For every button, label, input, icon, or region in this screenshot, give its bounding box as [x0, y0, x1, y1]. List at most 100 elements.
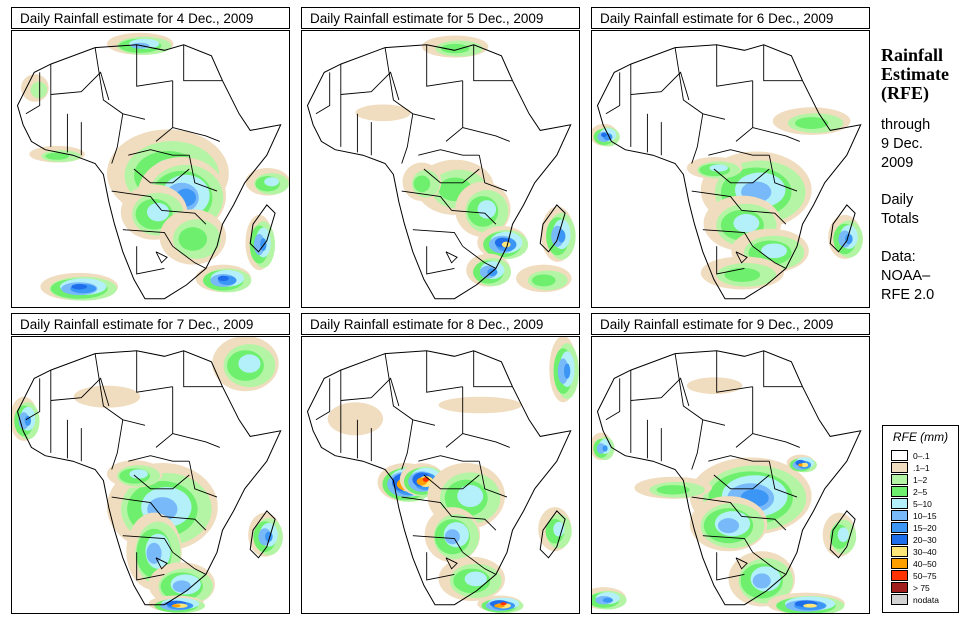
rainfall-contour: [601, 132, 607, 138]
legend-swatch: [891, 474, 908, 486]
country-border: [451, 209, 497, 225]
rainfall-contour: [798, 463, 803, 467]
legend-swatch: [891, 558, 908, 570]
rainfall-contour: [761, 243, 787, 259]
country-border: [445, 251, 458, 264]
legend-item: 40–50: [891, 558, 937, 570]
map-canvas: [592, 44, 863, 300]
legend-item: 15–20: [891, 522, 937, 534]
rainfall-area: [106, 460, 163, 488]
period-line: Daily: [881, 192, 914, 208]
country-border: [418, 455, 480, 462]
legend-swatch: [891, 594, 908, 606]
country-border: [128, 455, 190, 462]
country-border: [384, 47, 436, 120]
period-line: Totals: [881, 211, 919, 227]
rainfall-contour: [794, 117, 829, 129]
rainfall-area: [12, 396, 40, 441]
africa-rainfall-map: [11, 30, 290, 308]
country-border: [183, 350, 223, 388]
country-border: [155, 386, 174, 448]
rainfall-contour: [422, 477, 430, 482]
country-border: [473, 350, 513, 388]
country-border: [713, 168, 770, 184]
rainfall-area: [689, 496, 768, 552]
madagascar-coastline: [829, 510, 856, 559]
country-border: [445, 386, 464, 448]
country-border: [111, 419, 124, 470]
legend-item: 1–2: [891, 474, 927, 486]
legend-item: 0–.1: [891, 450, 930, 462]
rainfall-area: [549, 337, 579, 403]
rainfall-area: [592, 432, 615, 461]
legend-swatch: [891, 570, 908, 582]
rainfall-contour: [557, 229, 566, 243]
rainfall-area: [73, 385, 141, 408]
country-border: [315, 72, 331, 115]
country-border: [111, 113, 124, 164]
country-border: [111, 190, 162, 211]
country-border: [691, 113, 704, 164]
source-line: RFE 2.0: [881, 287, 935, 303]
rainfall-contour: [413, 175, 431, 193]
rainfall-contour: [752, 573, 771, 589]
rainfall-area: [686, 377, 743, 394]
country-border: [478, 155, 508, 192]
country-border: [763, 350, 803, 388]
panel-title: Daily Rainfall estimate for 8 Dec., 2009: [301, 313, 580, 335]
rainfall-contour: [129, 469, 148, 479]
country-border: [136, 350, 173, 393]
country-border: [172, 433, 220, 448]
country-border: [674, 353, 726, 426]
legend-label: > 75: [913, 582, 930, 593]
rainfall-contour: [602, 597, 613, 603]
africa-coastline: [16, 44, 282, 300]
map-canvas: [592, 350, 862, 613]
rainfall-area: [159, 209, 227, 265]
country-border: [133, 168, 190, 184]
rainfall-contour: [800, 462, 809, 468]
rainfall-area: [355, 104, 411, 122]
country-border: [111, 496, 162, 517]
rainfall-area: [421, 35, 489, 58]
rainfall-area: [327, 402, 384, 436]
rainfall-contour: [464, 571, 487, 587]
rainfall-contour: [238, 354, 261, 373]
country-border: [423, 168, 480, 184]
africa-rainfall-map: [591, 30, 870, 308]
legend-label: nodata: [913, 594, 939, 605]
rainfall-contour: [602, 445, 608, 452]
legend-label: 10–15: [913, 510, 937, 521]
rainfall-contour: [845, 233, 853, 245]
legend-item: .1–1: [891, 462, 930, 474]
country-border: [691, 190, 742, 211]
country-border: [702, 535, 754, 553]
rainfall-area: [767, 592, 845, 613]
rainfall-area: [402, 162, 442, 202]
country-border: [752, 433, 800, 448]
rainfall-contour: [71, 283, 88, 290]
legend-item: 2–5: [891, 486, 927, 498]
rainfall-contour: [30, 81, 48, 99]
period-text: Daily Totals: [881, 191, 919, 229]
legend-label: 30–40: [913, 546, 937, 557]
legend-label: 50–75: [913, 570, 937, 581]
country-border: [340, 71, 400, 101]
title-line: (RFE): [881, 83, 929, 103]
country-border: [188, 461, 218, 498]
rainfall-area: [634, 476, 712, 499]
source-line: Data:: [881, 249, 916, 265]
legend-label: 0–.1: [913, 450, 930, 461]
country-border: [155, 251, 168, 264]
country-border: [445, 80, 464, 142]
rainfall-area: [477, 595, 524, 613]
rainfall-area: [195, 264, 252, 293]
rainfall-contour: [24, 415, 32, 426]
rainfall-area: [477, 225, 529, 260]
title-line: Estimate: [881, 64, 949, 84]
legend-item: > 75: [891, 582, 930, 594]
rainfall-area: [828, 214, 863, 260]
rainfall-area: [772, 107, 851, 135]
legend-item: 50–75: [891, 570, 937, 582]
africa-coastline: [306, 350, 572, 606]
